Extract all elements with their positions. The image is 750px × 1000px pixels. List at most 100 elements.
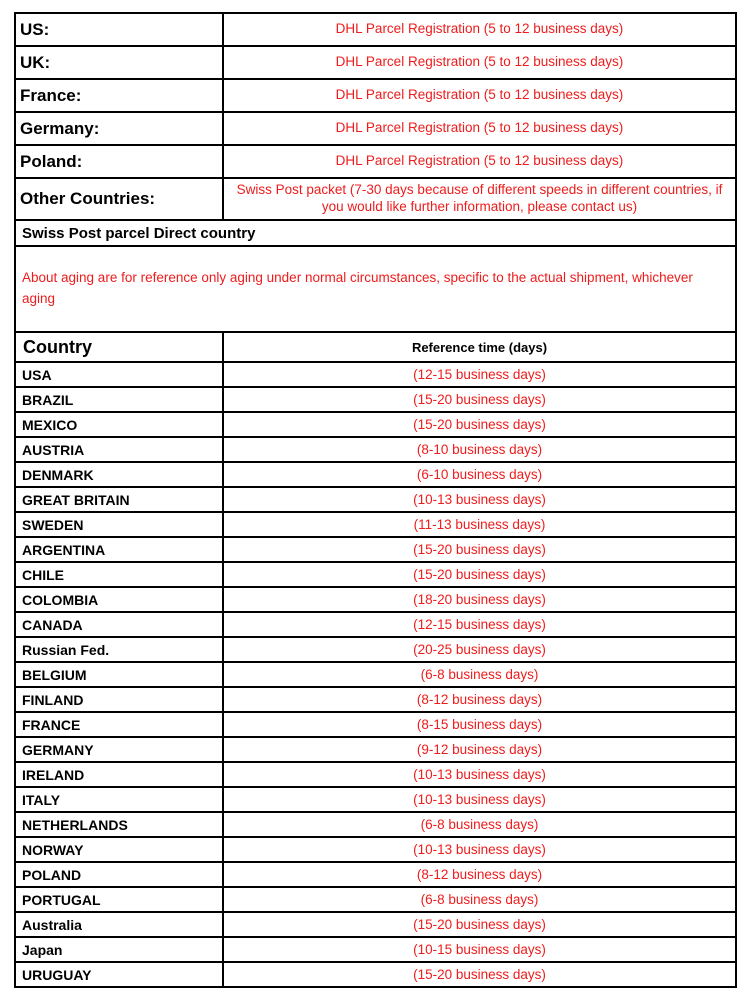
country-name: MEXICO (14, 411, 224, 438)
country-name: Russian Fed. (14, 636, 224, 663)
country-table-body: USA (12-15 business days) BRAZIL (15-20 bus… (14, 361, 737, 988)
reference-time-value: (8-10 business days) (222, 436, 737, 463)
country-name: DENMARK (14, 461, 224, 488)
dhl-table-body: US: DHL Parcel Registration (5 to 12 busi… (14, 12, 737, 221)
country-name: ARGENTINA (14, 536, 224, 563)
reference-time-value: (8-12 business days) (222, 861, 737, 888)
table-row: CANADA (12-15 business days) (14, 611, 737, 638)
country-name: FINLAND (14, 686, 224, 713)
table-row: Germany: DHL Parcel Registration (5 to 12… (14, 111, 737, 146)
country-name: PORTUGAL (14, 886, 224, 913)
reference-time-value: (12-15 business days) (222, 611, 737, 638)
country-table-header-row: Country Reference time (days) (14, 331, 737, 363)
shipping-note: About aging are for reference only aging… (14, 245, 737, 333)
country-name: ITALY (14, 786, 224, 813)
country-name: IRELAND (14, 761, 224, 788)
table-row: GERMANY (9-12 business days) (14, 736, 737, 763)
shipping-method-value: DHL Parcel Registration (5 to 12 busines… (222, 78, 737, 113)
country-name: Japan (14, 936, 224, 963)
reference-time-value: (10-13 business days) (222, 836, 737, 863)
reference-time-value: (6-8 business days) (222, 661, 737, 688)
reference-time-value: (10-13 business days) (222, 761, 737, 788)
table-row: FRANCE (8-15 business days) (14, 711, 737, 738)
reference-time-value: (11-13 business days) (222, 511, 737, 538)
reference-time-value: (10-15 business days) (222, 936, 737, 963)
shipping-method-value: DHL Parcel Registration (5 to 12 busines… (222, 111, 737, 146)
table-row: COLOMBIA (18-20 business days) (14, 586, 737, 613)
reference-time-value: (8-12 business days) (222, 686, 737, 713)
reference-time-value: (10-13 business days) (222, 786, 737, 813)
table-row: ARGENTINA (15-20 business days) (14, 536, 737, 563)
table-row: MEXICO (15-20 business days) (14, 411, 737, 438)
table-row: POLAND (8-12 business days) (14, 861, 737, 888)
destination-label: Poland: (14, 144, 224, 179)
section-header: Swiss Post parcel Direct country (14, 219, 737, 247)
country-name: CANADA (14, 611, 224, 638)
shipping-method-value: DHL Parcel Registration (5 to 12 busines… (222, 45, 737, 80)
note-row: About aging are for reference only aging… (14, 245, 737, 333)
country-name: CHILE (14, 561, 224, 588)
destination-label: US: (14, 12, 224, 47)
table-row: IRELAND (10-13 business days) (14, 761, 737, 788)
reference-time-column-header: Reference time (days) (222, 331, 737, 363)
table-row: CHILE (15-20 business days) (14, 561, 737, 588)
shipping-method-value: DHL Parcel Registration (5 to 12 busines… (222, 144, 737, 179)
shipping-info-table: US: DHL Parcel Registration (5 to 12 busi… (14, 12, 737, 988)
table-row: NORWAY (10-13 business days) (14, 836, 737, 863)
country-name: COLOMBIA (14, 586, 224, 613)
country-column-header: Country (14, 331, 224, 363)
table-row: France: DHL Parcel Registration (5 to 12 … (14, 78, 737, 113)
reference-time-value: (15-20 business days) (222, 411, 737, 438)
destination-label: Other Countries: (14, 177, 224, 221)
table-row: Australia (15-20 business days) (14, 911, 737, 938)
table-row: Other Countries: Swiss Post packet (7-30 … (14, 177, 737, 221)
table-row: Japan (10-15 business days) (14, 936, 737, 963)
reference-time-value: (15-20 business days) (222, 961, 737, 988)
table-row: GREAT BRITAIN (10-13 business days) (14, 486, 737, 513)
destination-label: Germany: (14, 111, 224, 146)
section-header-row: Swiss Post parcel Direct country (14, 219, 737, 247)
country-name: AUSTRIA (14, 436, 224, 463)
country-name: GERMANY (14, 736, 224, 763)
table-row: FINLAND (8-12 business days) (14, 686, 737, 713)
reference-time-value: (12-15 business days) (222, 361, 737, 388)
reference-time-value: (18-20 business days) (222, 586, 737, 613)
reference-time-value: (6-10 business days) (222, 461, 737, 488)
table-row: BELGIUM (6-8 business days) (14, 661, 737, 688)
destination-label: UK: (14, 45, 224, 80)
reference-time-value: (6-8 business days) (222, 811, 737, 838)
table-row: URUGUAY (15-20 business days) (14, 961, 737, 988)
reference-time-value: (10-13 business days) (222, 486, 737, 513)
country-name: USA (14, 361, 224, 388)
reference-time-value: (15-20 business days) (222, 386, 737, 413)
table-row: DENMARK (6-10 business days) (14, 461, 737, 488)
country-name: NORWAY (14, 836, 224, 863)
table-row: Russian Fed. (20-25 business days) (14, 636, 737, 663)
table-row: SWEDEN (11-13 business days) (14, 511, 737, 538)
country-name: Australia (14, 911, 224, 938)
country-name: BRAZIL (14, 386, 224, 413)
table-row: ITALY (10-13 business days) (14, 786, 737, 813)
country-name: URUGUAY (14, 961, 224, 988)
table-row: Poland: DHL Parcel Registration (5 to 12 … (14, 144, 737, 179)
country-name: SWEDEN (14, 511, 224, 538)
reference-time-value: (9-12 business days) (222, 736, 737, 763)
table-row: US: DHL Parcel Registration (5 to 12 busi… (14, 12, 737, 47)
shipping-method-value: Swiss Post packet (7-30 days because of … (222, 177, 737, 221)
country-name: GREAT BRITAIN (14, 486, 224, 513)
table-row: PORTUGAL (6-8 business days) (14, 886, 737, 913)
table-row: USA (12-15 business days) (14, 361, 737, 388)
reference-time-value: (15-20 business days) (222, 536, 737, 563)
country-name: POLAND (14, 861, 224, 888)
country-name: FRANCE (14, 711, 224, 738)
reference-time-value: (6-8 business days) (222, 886, 737, 913)
country-name: NETHERLANDS (14, 811, 224, 838)
table-row: AUSTRIA (8-10 business days) (14, 436, 737, 463)
country-name: BELGIUM (14, 661, 224, 688)
shipping-method-value: DHL Parcel Registration (5 to 12 busines… (222, 12, 737, 47)
reference-time-value: (20-25 business days) (222, 636, 737, 663)
destination-label: France: (14, 78, 224, 113)
table-row: BRAZIL (15-20 business days) (14, 386, 737, 413)
reference-time-value: (8-15 business days) (222, 711, 737, 738)
